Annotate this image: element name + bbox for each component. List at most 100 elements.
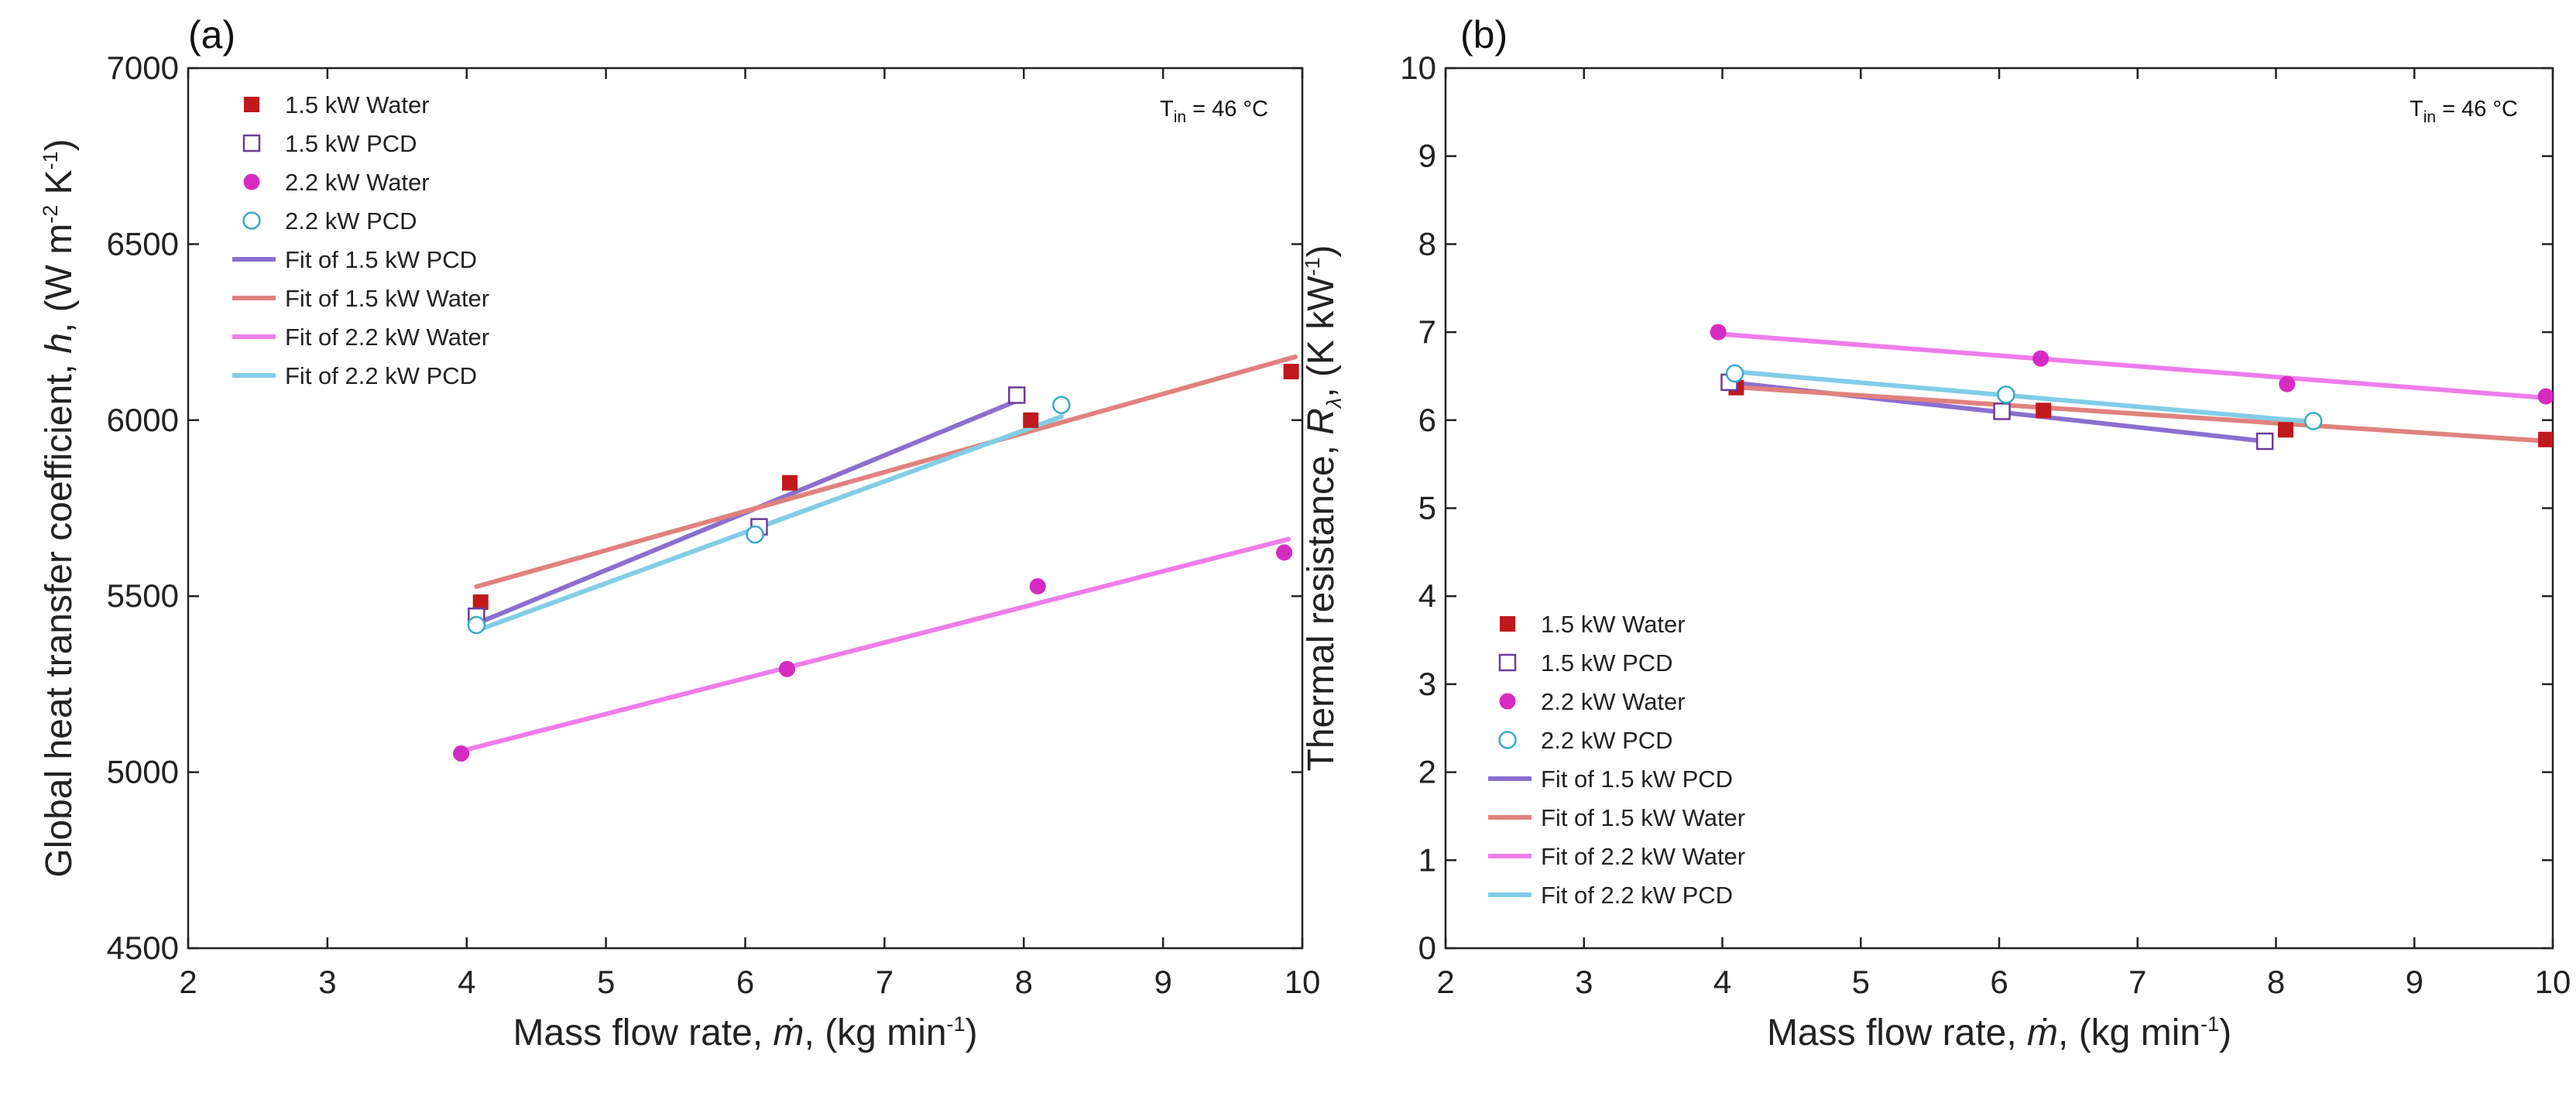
data-point-s2-3 [2255, 432, 2274, 450]
legend: 1.5 kW Water 1.5 kW PCD 2.2 kW Water 2.2 kW… [232, 91, 489, 389]
legend-marker-2 [1498, 653, 1517, 672]
data-point-s4-3 [2304, 412, 2323, 430]
data-point-s1-4 [2538, 431, 2553, 447]
legend-label: Fit of 2.2 kW Water [1541, 843, 1745, 870]
legend: 1.5 kW Water 1.5 kW PCD 2.2 kW Water 2.2 kW… [1488, 611, 1745, 909]
y-axis-title-unit: , (W m [39, 224, 80, 333]
panel-label: (a) [188, 13, 235, 57]
x-tick-label: 7 [876, 964, 894, 1000]
data-point-s4-3 [1052, 396, 1071, 414]
x-tick-label: 7 [2128, 964, 2146, 1000]
annotation-subscript: in [2423, 108, 2436, 126]
legend-marker-1 [244, 97, 259, 112]
legend-label: 1.5 kW Water [285, 91, 430, 118]
data-point-s3-2 [778, 660, 795, 677]
annotation: Tin = 46 °C [2410, 97, 2518, 126]
y-axis-title-subscript: λ [1322, 398, 1346, 409]
x-tick-label: 2 [1436, 964, 1454, 1000]
y-tick-label: 6 [1418, 402, 1436, 438]
legend-marker-3 [243, 173, 260, 190]
data-point-s2-2 [1993, 402, 2011, 420]
annotation: Tin = 46 °C [1160, 97, 1268, 126]
legend-label: 2.2 kW PCD [1541, 727, 1673, 754]
annotation-suffix: = 46 °C [2436, 97, 2518, 122]
y-axis-title-sup1: -1 [1301, 257, 1324, 276]
x-axis-title-unit: , (kg min [2058, 1012, 2200, 1053]
legend-label: Fit of 2.2 kW PCD [285, 362, 477, 389]
panel-label: (b) [1460, 13, 1508, 57]
fit-line-3 [1716, 331, 2553, 401]
data-point-s4-2 [1997, 385, 2015, 404]
y-tick-label: 5000 [107, 754, 179, 790]
data-point-s4-2 [746, 525, 764, 544]
y-tick-label: 6000 [107, 402, 179, 438]
y-tick-label: 2 [1418, 754, 1436, 790]
y-axis-title-unit: , (K kW [1301, 276, 1342, 398]
y-axis-title-text: Thermal resistance, [1301, 435, 1342, 772]
data-point-s2-3 [1008, 386, 1026, 404]
legend-label: Fit of 1.5 kW Water [285, 285, 489, 312]
data-point-s1-4 [1283, 364, 1299, 380]
x-axis-title-text: Mass flow rate, [513, 1012, 773, 1053]
x-tick-label: 6 [736, 964, 754, 1000]
plot-area [453, 354, 1299, 762]
y-axis-title-sup1: -2 [39, 205, 62, 224]
x-tick-label: 5 [597, 964, 615, 1000]
data-point-s1-3 [1023, 412, 1039, 428]
y-axis-title-symbol: R [1301, 408, 1342, 435]
plot-frame [187, 67, 1304, 950]
x-tick-label: 9 [1154, 964, 1171, 1000]
y-axis-title-mid: K [39, 170, 80, 204]
data-point-s3-1 [453, 745, 470, 762]
legend-label: 1.5 kW Water [1541, 611, 1686, 638]
y-axis-title-sup2: -1 [39, 151, 62, 170]
data-point-s1-3 [2278, 422, 2294, 438]
x-tick-label: 3 [318, 964, 336, 1000]
x-tick-label: 6 [1990, 964, 2008, 1000]
fit-line-4 [1732, 369, 2316, 425]
x-tick-label: 10 [1285, 964, 1321, 1000]
x-axis-title-unit: , (kg min [804, 1012, 947, 1053]
y-tick-label: 4500 [107, 930, 179, 966]
x-axis-title: Mass flow rate, ṁ, (kg min-1) [1767, 1012, 2231, 1053]
legend-marker-2 [242, 134, 261, 152]
chart-panel-a: (a) 2 3 4 5 6 7 8 9 10 4500 5000 5500 6000 6500 7000 1.5… [39, 13, 1320, 1053]
y-tick-label: 7 [1418, 313, 1436, 350]
data-point-s1-1 [472, 594, 489, 610]
x-axis-title-symbol: ṁ [2027, 1012, 2058, 1053]
x-tick-label: 8 [2267, 964, 2285, 1000]
x-tick-label: 4 [1713, 964, 1731, 1000]
fit-line-2 [1727, 384, 2553, 444]
y-tick-label: 8 [1418, 225, 1436, 262]
data-point-s3-3 [2279, 375, 2296, 392]
x-axis-title-sup: -1 [947, 1012, 966, 1036]
y-axis-title-close: ) [39, 139, 80, 151]
legend-label: Fit of 2.2 kW Water [285, 324, 489, 351]
y-axis-title: Thermal resistance, Rλ, (K kW-1) [1301, 245, 1346, 771]
x-axis-title-close: ) [966, 1012, 978, 1053]
x-axis-title-sup: -1 [2200, 1012, 2219, 1036]
y-tick-label: 1 [1418, 841, 1436, 878]
y-tick-label: 5500 [107, 577, 179, 614]
x-axis-title: Mass flow rate, ṁ, (kg min-1) [513, 1012, 977, 1053]
legend-marker-3 [1499, 693, 1516, 710]
y-axis-title: Global heat transfer coefficient, h, (W … [39, 139, 80, 877]
plot-area [1710, 324, 2553, 450]
y-axis-title-symbol: h [39, 333, 80, 354]
fit-line-4 [474, 414, 1064, 633]
x-tick-label: 9 [2406, 964, 2423, 1000]
annotation-main: T [1160, 97, 1174, 122]
y-tick-label: 3 [1418, 666, 1436, 702]
legend-label: 1.5 kW PCD [1541, 649, 1673, 677]
x-tick-label: 4 [458, 964, 475, 1000]
legend-label: 2.2 kW Water [1541, 688, 1686, 715]
annotation-suffix: = 46 °C [1186, 97, 1268, 122]
y-tick-label: 0 [1418, 930, 1436, 966]
legend-marker-1 [1500, 616, 1515, 632]
legend-label: Fit of 1.5 kW Water [1541, 804, 1745, 831]
data-point-s3-4 [1276, 544, 1293, 561]
y-tick-label: 9 [1418, 138, 1436, 174]
legend-label: Fit of 1.5 kW PCD [285, 246, 477, 273]
